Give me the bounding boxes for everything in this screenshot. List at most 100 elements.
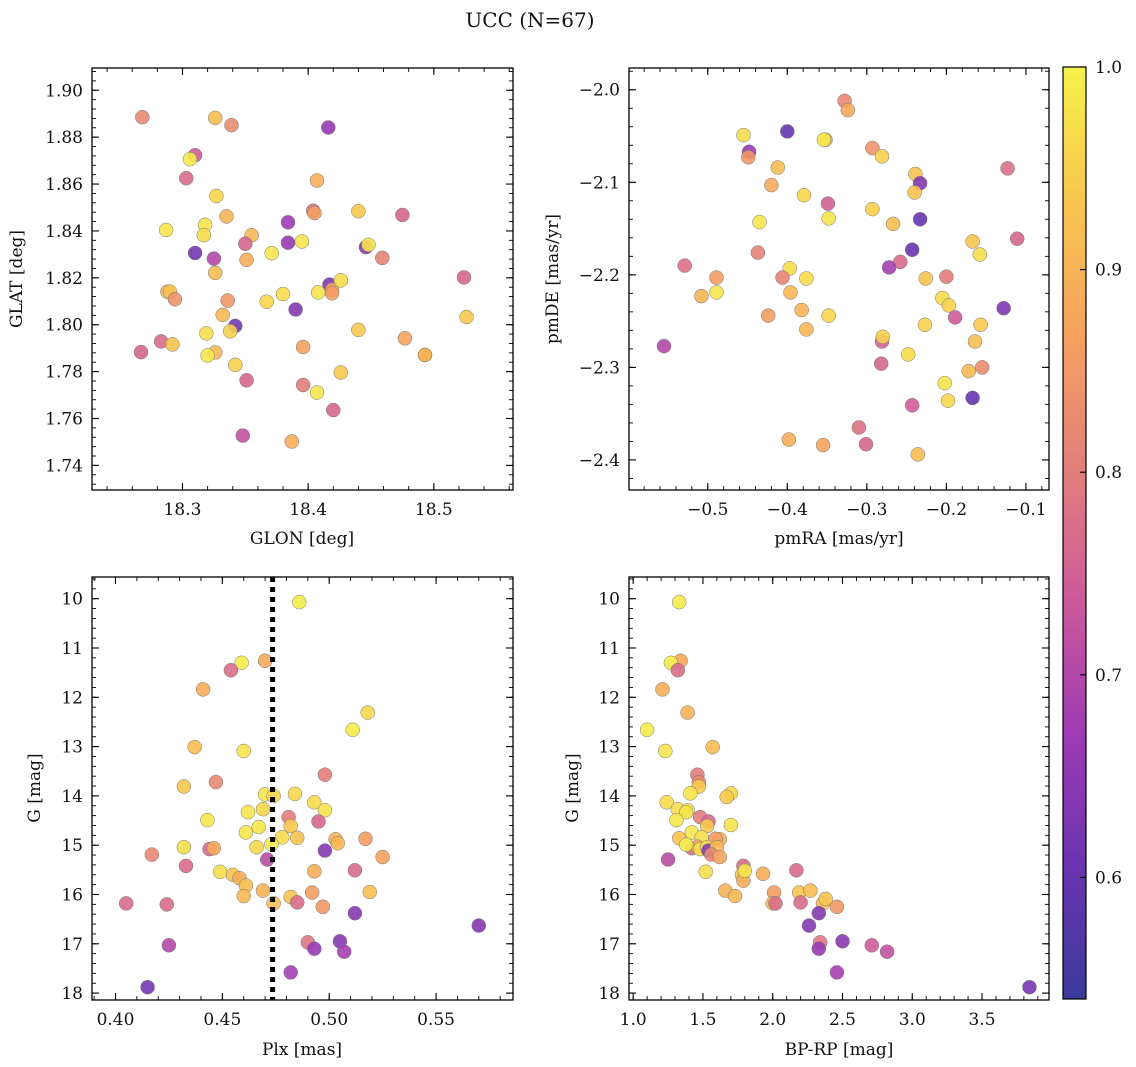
colorbar-tick-label: 0.7 xyxy=(1095,666,1122,686)
data-point xyxy=(904,398,920,413)
y-tick-label: 18 xyxy=(598,984,620,1004)
data-point xyxy=(996,300,1011,316)
axes-frame xyxy=(628,576,1050,1001)
panel-bprp-g: 1.0 1.5 2.0 2.5 3.0 3.5 10 11 12 13 14 15 16 17 18 BP-R… xyxy=(563,576,1050,1060)
data-point xyxy=(375,849,390,865)
data-point xyxy=(206,840,222,856)
data-point xyxy=(311,814,326,829)
data-point xyxy=(659,795,674,810)
data-point xyxy=(639,722,655,738)
data-point xyxy=(939,269,954,284)
data-point xyxy=(397,331,413,346)
data-point xyxy=(187,739,202,755)
data-point xyxy=(287,786,303,802)
colorbar-ticks: 0.6 0.7 0.8 0.9 1.0 xyxy=(1080,58,1122,888)
data-point xyxy=(176,779,192,794)
data-point xyxy=(940,393,956,408)
panel-plx-g: 0.40 0.45 0.50 0.55 10 11 12 13 14 15 16 17 18 Plx [m… xyxy=(25,576,514,1060)
data-point xyxy=(750,245,766,260)
data-point xyxy=(304,885,320,900)
data-point xyxy=(295,377,311,393)
data-point xyxy=(257,653,273,669)
data-point xyxy=(783,285,798,300)
data-point xyxy=(326,402,341,418)
data-point xyxy=(351,322,366,338)
x-tick-label: 3.0 xyxy=(899,1010,926,1030)
data-point xyxy=(835,934,850,949)
data-point xyxy=(358,831,373,847)
data-point xyxy=(937,375,953,391)
data-point xyxy=(741,150,756,165)
y-tick-label: 1.90 xyxy=(45,81,83,101)
data-point xyxy=(200,348,215,363)
data-point xyxy=(829,899,845,915)
data-point xyxy=(907,185,922,200)
data-point xyxy=(362,884,378,900)
x-tick-label: 1.5 xyxy=(689,1010,716,1030)
data-point xyxy=(135,109,150,125)
data-point xyxy=(336,944,352,959)
data-point xyxy=(206,251,222,266)
data-point xyxy=(309,173,325,188)
data-point xyxy=(875,329,891,345)
data-point xyxy=(918,271,933,286)
data-point xyxy=(208,774,224,790)
data-point xyxy=(347,863,363,878)
y-tick-label: 17 xyxy=(598,935,620,955)
x-tick-label: 0.40 xyxy=(97,1010,135,1030)
data-point xyxy=(1009,231,1025,246)
data-point xyxy=(167,291,183,307)
data-point xyxy=(658,743,673,759)
data-point xyxy=(829,965,845,980)
data-point xyxy=(698,864,713,880)
data-point xyxy=(678,837,694,852)
data-point xyxy=(259,294,274,309)
data-point xyxy=(1000,161,1015,176)
data-point xyxy=(159,897,175,912)
data-point xyxy=(683,786,698,801)
data-point xyxy=(220,293,235,308)
x-axis-label: BP-RP [mag] xyxy=(785,1040,894,1060)
data-point xyxy=(280,215,296,230)
data-point xyxy=(274,830,290,845)
y-tick-label: 10 xyxy=(61,590,83,610)
data-point xyxy=(818,891,833,907)
y-tick-label: 15 xyxy=(598,836,620,856)
data-point xyxy=(333,273,349,288)
data-point xyxy=(236,888,251,904)
data-point xyxy=(255,801,271,817)
data-point xyxy=(207,265,223,281)
data-point xyxy=(737,863,753,879)
data-point xyxy=(309,385,325,400)
x-tick-label: 0.45 xyxy=(203,1010,241,1030)
data-point xyxy=(815,437,831,453)
y-tick-label: 1.74 xyxy=(45,456,83,476)
data-point xyxy=(240,804,256,820)
data-point xyxy=(794,302,809,318)
y-tick-label: 14 xyxy=(598,787,620,807)
panel-pmra-pmde: −0.5 −0.4 −0.3 −0.2 −0.1 −2.4 −2.3 −2.2 −2.1 −2.0… xyxy=(543,67,1050,549)
data-point xyxy=(885,216,901,232)
data-point xyxy=(655,682,670,697)
data-point xyxy=(158,222,174,238)
data-point xyxy=(255,883,271,898)
data-point xyxy=(284,434,300,449)
data-point xyxy=(881,260,897,275)
x-tick-label: 1.0 xyxy=(620,1010,647,1030)
x-tick-label: −0.4 xyxy=(767,500,808,520)
data-point xyxy=(178,858,194,874)
data-point xyxy=(879,944,895,959)
data-point xyxy=(865,140,880,156)
colorbar-tick-label: 0.8 xyxy=(1095,463,1122,483)
axes-frame xyxy=(91,576,514,1001)
ticks: 1.0 1.5 2.0 2.5 3.0 3.5 10 11 12 13 14 15 16 17 18 xyxy=(598,577,1049,1030)
data-point xyxy=(456,270,472,285)
data-point xyxy=(459,309,474,325)
ticks: −0.5 −0.4 −0.3 −0.2 −0.1 −2.4 −2.3 −2.2 −2.1 −2.0 xyxy=(579,68,1049,520)
data-point xyxy=(1022,979,1037,995)
data-point xyxy=(917,317,933,333)
colorbar: 0.6 0.7 0.8 0.9 1.0 xyxy=(1062,58,1122,1000)
data-point xyxy=(360,705,375,720)
data-point xyxy=(712,849,727,865)
